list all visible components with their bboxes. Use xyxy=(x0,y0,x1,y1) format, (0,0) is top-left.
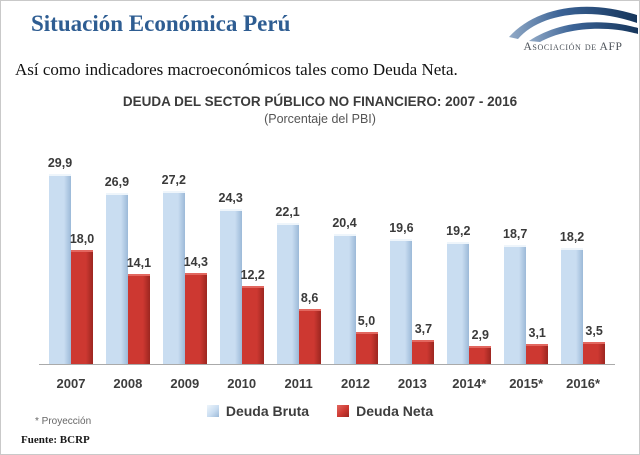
bar-deuda-neta xyxy=(241,286,264,364)
x-axis-label: 2014* xyxy=(452,376,487,391)
legend-label: Deuda Bruta xyxy=(225,403,310,419)
x-axis-label: 2010 xyxy=(227,376,257,391)
bar-value-label: 2,9 xyxy=(471,328,489,342)
legend-item: Deuda Bruta xyxy=(206,403,310,419)
x-axis-label: 2012 xyxy=(341,376,370,391)
bar-deuda-bruta xyxy=(447,242,470,364)
bar-value-label: 18,2 xyxy=(559,230,585,244)
legend-swatch-deuda-neta xyxy=(337,405,350,417)
bar-deuda-bruta xyxy=(219,209,242,364)
bar-deuda-neta xyxy=(526,344,549,364)
chart-title: DEUDA DEL SECTOR PÚBLICO NO FINANCIERO: … xyxy=(122,94,518,109)
page-title: Situación Económica Perú xyxy=(31,11,291,36)
bar-value-label: 12,2 xyxy=(240,268,265,282)
bar-deuda-neta xyxy=(412,340,435,364)
bar-deuda-bruta xyxy=(276,223,299,364)
intro-text: Así como indicadores macroeconómicos tal… xyxy=(15,60,458,79)
bar-value-label: 5,0 xyxy=(357,314,376,328)
bar-value-label: 3,7 xyxy=(414,322,433,336)
bar-deuda-neta xyxy=(71,250,93,364)
logo-text: Asociación de AFP xyxy=(523,41,623,53)
legend-item: Deuda Neta xyxy=(337,403,433,419)
x-axis-label: 2011 xyxy=(284,376,313,391)
x-axis-label: 2015* xyxy=(509,376,544,391)
bar-value-label: 24,3 xyxy=(218,191,243,205)
bar-deuda-bruta xyxy=(561,248,584,364)
bar-value-label: 19,6 xyxy=(389,221,414,235)
bar-value-label: 27,2 xyxy=(161,173,186,187)
bar-value-label: 19,2 xyxy=(446,224,471,238)
bar-value-label: 8,6 xyxy=(300,291,319,305)
legend: Deuda Bruta Deuda Neta xyxy=(1,403,639,419)
bar-deuda-bruta xyxy=(162,191,185,364)
swoosh-icon xyxy=(509,6,638,42)
footnote-source: Fuente: BCRP xyxy=(21,434,90,446)
bar-value-label: 29,9 xyxy=(47,156,73,170)
logo: Asociación de AFP xyxy=(503,4,639,53)
x-axis-label: 2007 xyxy=(56,376,86,391)
legend-swatch-deuda-bruta xyxy=(206,405,219,417)
x-axis-label: 2013 xyxy=(397,376,427,391)
bar-deuda-bruta xyxy=(390,239,413,364)
bar-deuda-bruta xyxy=(504,245,527,364)
bar-value-label: 18,7 xyxy=(503,227,528,241)
bar-deuda-neta xyxy=(184,273,207,364)
plot-area: 29,9 18,0 2007 26,9 14,1 2008 27,2 14,3 2009 24,3… xyxy=(39,152,615,391)
bar-deuda-bruta xyxy=(49,174,71,364)
bar-deuda-neta xyxy=(127,274,150,364)
x-axis-label: 2016* xyxy=(566,376,601,391)
x-axis-label: 2009 xyxy=(170,376,200,391)
bar-deuda-neta xyxy=(469,346,492,364)
bar-deuda-neta xyxy=(583,342,606,364)
chart-subtitle: (Porcentaje del PBI) xyxy=(264,112,376,126)
bar-value-label: 14,1 xyxy=(126,256,152,270)
x-axis-label: 2008 xyxy=(113,376,143,391)
bar-value-label: 3,1 xyxy=(528,326,546,340)
bar-value-label: 26,9 xyxy=(104,175,130,189)
bar-value-label: 20,4 xyxy=(332,216,357,230)
bar-value-label: 3,5 xyxy=(585,324,603,338)
legend-label: Deuda Neta xyxy=(356,403,434,419)
bar-value-label: 18,0 xyxy=(69,232,95,246)
footnote-projection: * Proyección xyxy=(35,416,92,427)
bar-deuda-neta xyxy=(355,332,378,364)
bar-deuda-neta xyxy=(298,309,321,364)
bar-deuda-bruta xyxy=(105,193,128,364)
bar-value-label: 22,1 xyxy=(275,205,300,219)
bar-deuda-bruta xyxy=(333,234,356,364)
bar-value-label: 14,3 xyxy=(183,255,208,269)
